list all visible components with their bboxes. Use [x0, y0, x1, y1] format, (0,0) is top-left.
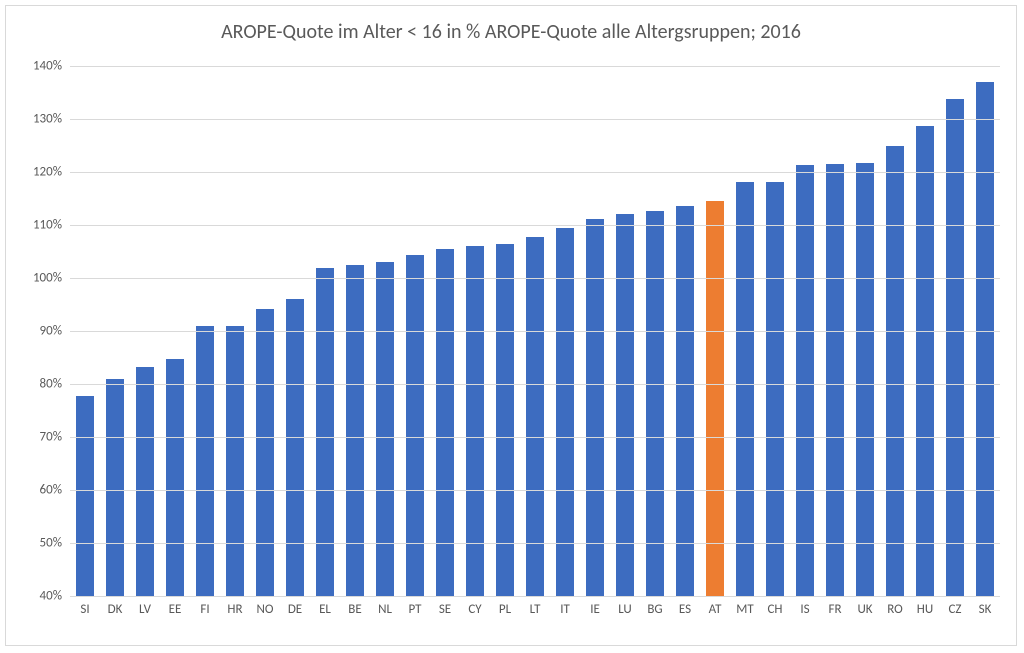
- gridline: [70, 119, 1000, 120]
- gridline: [70, 490, 1000, 491]
- x-tick-label: SI: [70, 602, 100, 617]
- bar-CH: [766, 182, 784, 596]
- bar-UK: [856, 163, 874, 596]
- x-tick-label: CY: [460, 602, 490, 617]
- x-tick-label: EE: [160, 602, 190, 617]
- bar-EL: [316, 268, 334, 596]
- bar-HR: [226, 326, 244, 596]
- bar-BG: [646, 211, 664, 596]
- x-tick-label: LV: [130, 602, 160, 617]
- x-tick-label: HR: [220, 602, 250, 617]
- bar-FI: [196, 326, 214, 596]
- y-tick-label: 70%: [40, 430, 62, 445]
- y-tick-label: 130%: [33, 112, 62, 127]
- bar-IE: [586, 219, 604, 596]
- bar-IT: [556, 228, 574, 596]
- x-tick-label: NL: [370, 602, 400, 617]
- x-tick-label: HU: [910, 602, 940, 617]
- bar-BE: [346, 265, 364, 596]
- gridline: [70, 66, 1000, 67]
- x-tick-label: FR: [820, 602, 850, 617]
- bar-FR: [826, 164, 844, 596]
- y-tick-label: 140%: [33, 59, 62, 74]
- gridline: [70, 437, 1000, 438]
- bar-LV: [136, 367, 154, 596]
- y-tick-label: 110%: [33, 218, 62, 233]
- bar-DE: [286, 299, 304, 596]
- gridline: [70, 384, 1000, 385]
- bar-PT: [406, 255, 424, 596]
- y-tick-label: 50%: [40, 536, 62, 551]
- x-tick-label: IE: [580, 602, 610, 617]
- x-labels: SIDKLVEEFIHRNODEELBENLPTSECYPLLTITIELUBG…: [70, 602, 1000, 617]
- gridline: [70, 543, 1000, 544]
- chart-frame: AROPE-Quote im Alter < 16 in % AROPE-Quo…: [5, 5, 1017, 646]
- x-tick-label: ES: [670, 602, 700, 617]
- y-tick-label: 80%: [40, 377, 62, 392]
- y-tick-label: 40%: [40, 589, 62, 604]
- y-tick-label: 60%: [40, 483, 62, 498]
- x-tick-label: IS: [790, 602, 820, 617]
- bar-IS: [796, 165, 814, 596]
- bar-SK: [976, 82, 994, 596]
- x-tick-label: CH: [760, 602, 790, 617]
- gridline: [70, 596, 1000, 597]
- x-tick-label: PT: [400, 602, 430, 617]
- y-tick-label: 120%: [33, 165, 62, 180]
- x-tick-label: PL: [490, 602, 520, 617]
- x-tick-label: BG: [640, 602, 670, 617]
- bar-EE: [166, 359, 184, 596]
- x-tick-label: EL: [310, 602, 340, 617]
- x-tick-label: IT: [550, 602, 580, 617]
- x-tick-label: LU: [610, 602, 640, 617]
- bar-CZ: [946, 99, 964, 596]
- gridline: [70, 331, 1000, 332]
- bar-MT: [736, 182, 754, 596]
- x-tick-label: UK: [850, 602, 880, 617]
- x-tick-label: SK: [970, 602, 1000, 617]
- bar-RO: [886, 146, 904, 596]
- x-tick-label: DK: [100, 602, 130, 617]
- x-tick-label: NO: [250, 602, 280, 617]
- x-tick-label: LT: [520, 602, 550, 617]
- plot-area: SIDKLVEEFIHRNODEELBENLPTSECYPLLTITIELUBG…: [70, 66, 1000, 596]
- bar-DK: [106, 379, 124, 596]
- x-tick-label: MT: [730, 602, 760, 617]
- y-tick-label: 90%: [40, 324, 62, 339]
- gridline: [70, 172, 1000, 173]
- x-tick-label: RO: [880, 602, 910, 617]
- y-tick-label: 100%: [33, 271, 62, 286]
- bar-NO: [256, 309, 274, 596]
- bar-HU: [916, 126, 934, 596]
- bar-AT: [706, 201, 724, 596]
- x-tick-label: CZ: [940, 602, 970, 617]
- gridline: [70, 278, 1000, 279]
- bar-ES: [676, 206, 694, 596]
- x-tick-label: AT: [700, 602, 730, 617]
- x-tick-label: DE: [280, 602, 310, 617]
- bar-NL: [376, 262, 394, 596]
- x-tick-label: FI: [190, 602, 220, 617]
- bar-LU: [616, 214, 634, 596]
- gridline: [70, 225, 1000, 226]
- bar-SI: [76, 396, 94, 596]
- x-tick-label: BE: [340, 602, 370, 617]
- x-tick-label: SE: [430, 602, 460, 617]
- chart-title: AROPE-Quote im Alter < 16 in % AROPE-Quo…: [6, 20, 1016, 44]
